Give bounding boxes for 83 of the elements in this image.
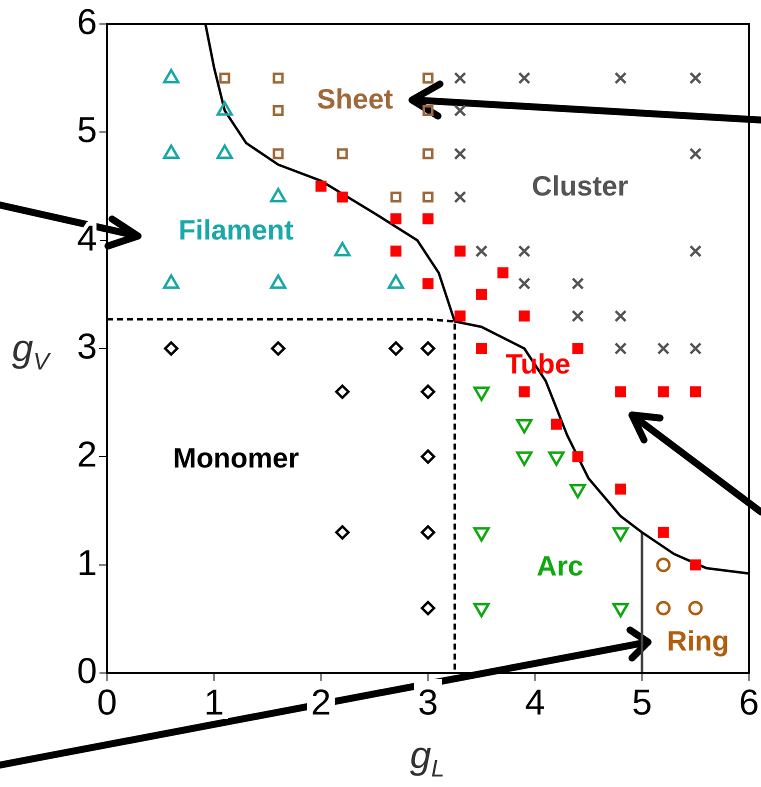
annotation: Filament — [178, 214, 294, 246]
point — [689, 148, 702, 160]
point — [272, 72, 284, 84]
x-tick-label: 4 — [524, 682, 546, 723]
annotation: Cluster — [532, 170, 628, 202]
point — [518, 244, 530, 258]
point — [270, 341, 286, 356]
y-tick-label: 6 — [76, 0, 97, 42]
point — [316, 180, 326, 192]
point — [422, 148, 434, 160]
y-tick-label: 5 — [76, 109, 97, 150]
point — [390, 246, 402, 257]
point — [422, 278, 434, 290]
point — [615, 484, 626, 495]
point — [420, 449, 436, 464]
point — [335, 525, 350, 540]
point — [390, 192, 402, 203]
annotation: Monomer — [173, 442, 300, 474]
point — [454, 310, 466, 322]
point — [475, 244, 488, 258]
annotation: Sheet — [316, 84, 394, 115]
point — [164, 341, 178, 356]
point — [422, 105, 434, 116]
point — [658, 526, 669, 538]
point — [518, 72, 530, 84]
point — [476, 288, 487, 300]
point — [390, 213, 402, 224]
point — [572, 310, 584, 322]
annotation: Ring — [666, 626, 730, 657]
annotation: Arc — [536, 550, 584, 582]
point — [336, 148, 348, 160]
point — [656, 600, 671, 616]
point — [518, 277, 530, 290]
point — [690, 386, 701, 398]
point — [454, 104, 466, 117]
point — [656, 558, 671, 572]
point — [335, 384, 350, 400]
point — [614, 342, 627, 355]
point — [422, 192, 434, 203]
x-tick-label: 5 — [632, 682, 652, 723]
point — [388, 341, 404, 356]
point — [658, 386, 669, 398]
point — [689, 72, 702, 84]
point — [272, 105, 284, 116]
y-axis-title: g$_{V}$ — [12, 328, 50, 377]
y-tick-label: 3 — [76, 325, 97, 366]
point — [572, 451, 584, 462]
point — [422, 213, 434, 224]
point — [497, 267, 508, 278]
point — [454, 72, 466, 84]
point — [518, 310, 530, 322]
x-axis-title: g$_{L}$ — [410, 735, 444, 784]
point — [657, 342, 670, 355]
x-tick-label: 2 — [310, 682, 332, 723]
point — [420, 600, 436, 616]
point — [690, 559, 701, 570]
x-tick-label: 1 — [204, 682, 224, 723]
point — [615, 386, 626, 398]
y-tick-label: 1 — [76, 542, 97, 583]
point — [689, 244, 702, 258]
point — [454, 246, 466, 257]
point — [420, 525, 436, 540]
point — [336, 192, 348, 203]
point — [476, 343, 487, 354]
point — [420, 341, 436, 356]
point — [454, 190, 466, 204]
point — [689, 342, 702, 355]
x-tick-label: 6 — [738, 682, 760, 723]
point — [422, 72, 434, 84]
point — [219, 72, 230, 84]
point — [420, 384, 436, 400]
point — [272, 148, 284, 160]
point — [518, 386, 530, 398]
x-tick-label: 3 — [418, 682, 438, 723]
point — [614, 72, 627, 84]
point — [550, 418, 562, 430]
point — [572, 343, 584, 354]
y-tick-label: 0 — [76, 650, 97, 691]
point — [572, 277, 584, 290]
point — [688, 600, 703, 616]
y-tick-label: 2 — [76, 434, 97, 475]
point — [614, 310, 627, 322]
point — [454, 148, 466, 160]
